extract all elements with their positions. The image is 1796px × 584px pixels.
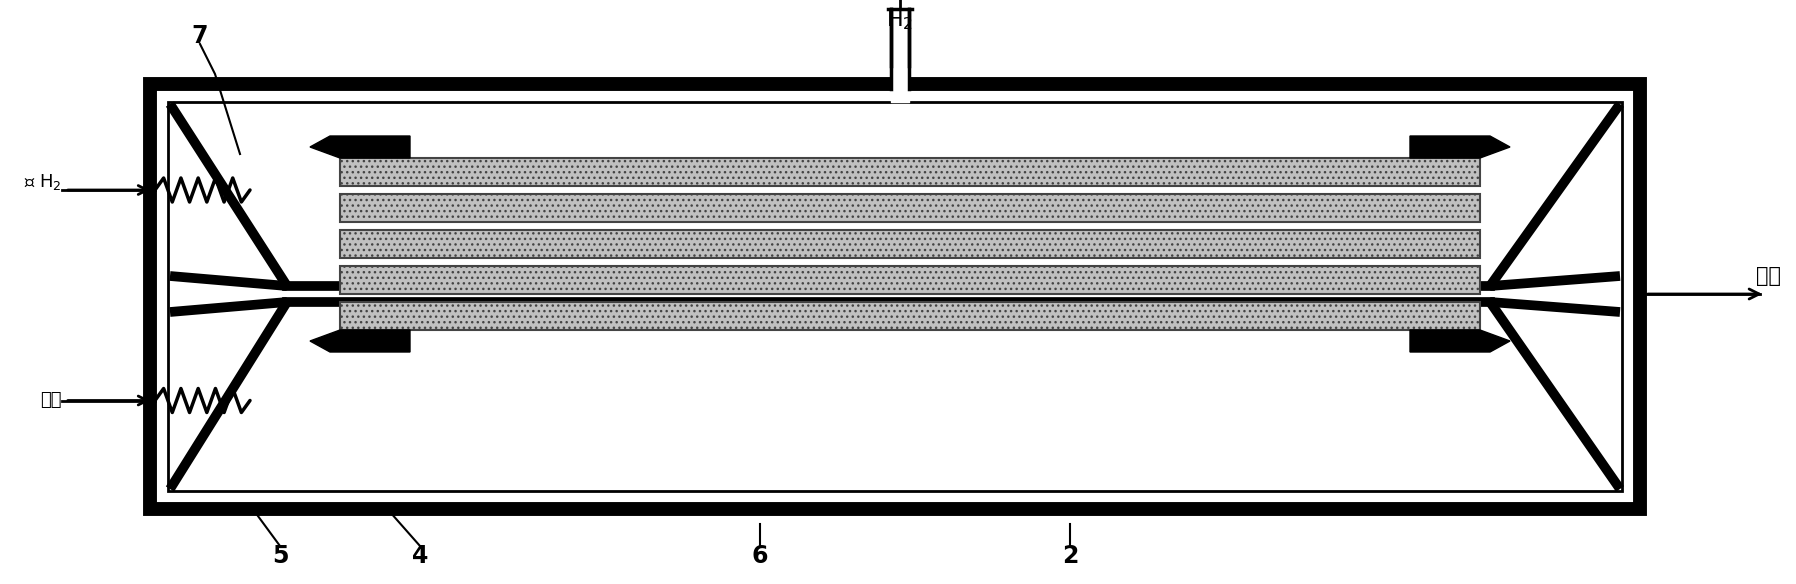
Bar	[339, 136, 409, 158]
Bar	[339, 194, 1480, 222]
Polygon shape	[171, 104, 287, 286]
Bar	[339, 230, 1480, 258]
Text: 尾气: 尾气	[1756, 266, 1782, 286]
Text: 7: 7	[192, 24, 208, 48]
Text: 2: 2	[1061, 544, 1078, 568]
Text: 气体: 气体	[41, 391, 63, 409]
Polygon shape	[171, 302, 287, 489]
Polygon shape	[1410, 330, 1510, 352]
Text: 5: 5	[271, 544, 287, 568]
Text: H$_2$: H$_2$	[887, 8, 914, 32]
Text: 4: 4	[411, 544, 427, 568]
Bar	[339, 266, 1480, 294]
Polygon shape	[1491, 104, 1620, 286]
Polygon shape	[1491, 302, 1620, 489]
Polygon shape	[311, 136, 409, 158]
Bar	[151, 84, 1640, 509]
Bar	[339, 302, 1480, 330]
Polygon shape	[311, 330, 409, 352]
Polygon shape	[1410, 136, 1510, 158]
Text: 6: 6	[753, 544, 769, 568]
Bar	[169, 102, 1622, 491]
Bar	[339, 158, 1480, 186]
Text: 含 H$_2$: 含 H$_2$	[25, 172, 63, 192]
